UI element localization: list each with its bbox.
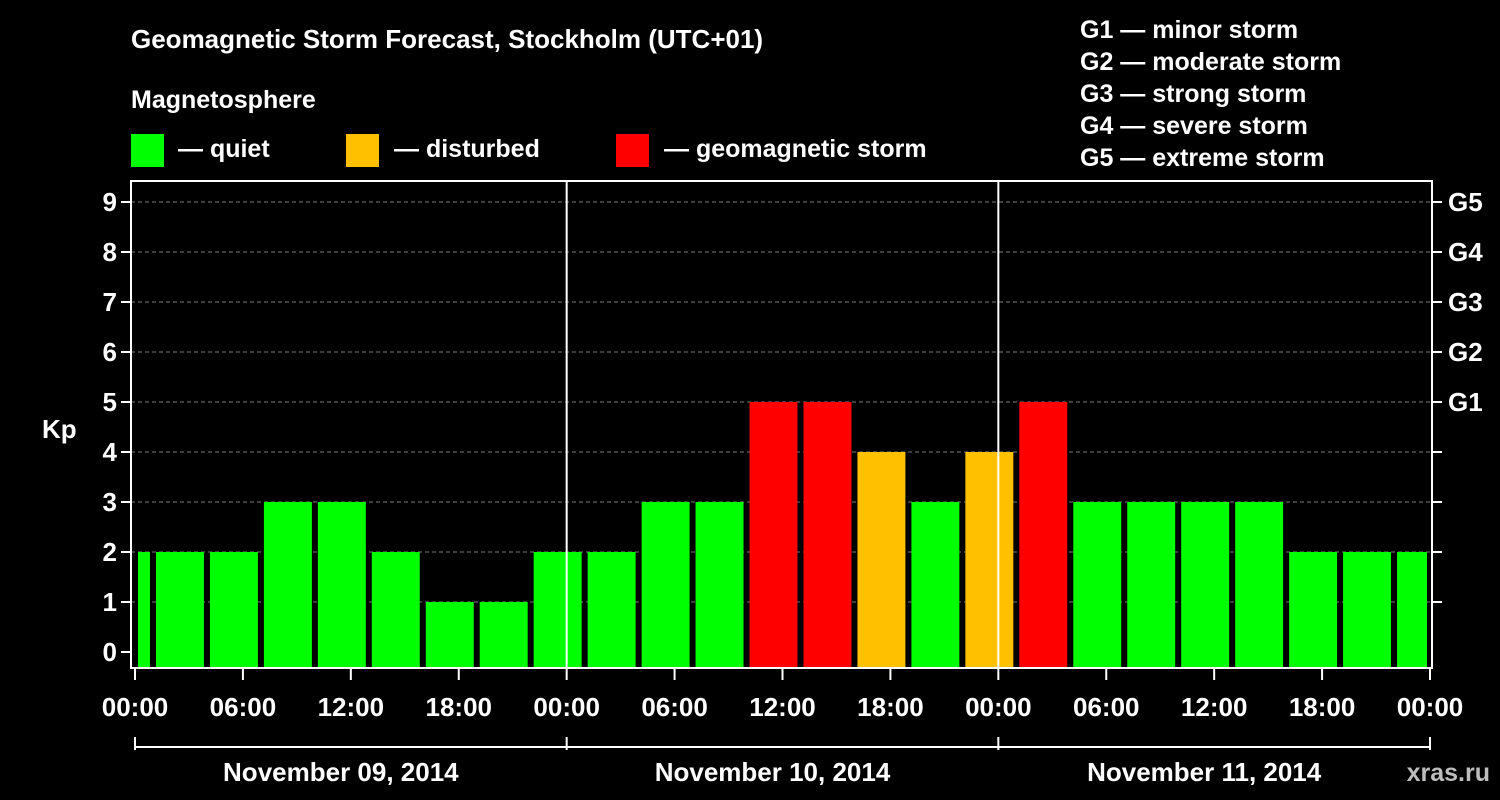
g-level-label: G5 (1448, 187, 1483, 217)
day-label: November 10, 2014 (655, 757, 891, 787)
g-scale-item: G1 — minor storm (1080, 16, 1299, 44)
g-level-label: G2 (1448, 337, 1483, 367)
x-tick-label: 18:00 (426, 692, 493, 722)
g-scale-legend: G1 — minor storm G2 — moderate storm G3 … (1080, 14, 1341, 174)
kp-bar (965, 452, 1014, 668)
g-scale-item: G4 — severe storm (1080, 112, 1308, 140)
kp-bar (1289, 552, 1338, 668)
x-tick-label: 12:00 (318, 692, 385, 722)
legend-swatch-storm (616, 134, 649, 167)
day-label: November 11, 2014 (1087, 757, 1322, 787)
kp-bar (1019, 402, 1068, 668)
legend-label-quiet: — quiet (178, 135, 270, 163)
kp-bar (803, 402, 852, 668)
kp-bar (857, 452, 906, 668)
kp-bar (209, 552, 258, 668)
y-tick-label: 7 (103, 287, 117, 317)
y-tick-label: 6 (103, 337, 117, 367)
kp-bar (1127, 502, 1176, 668)
x-tick-label: 00:00 (965, 692, 1032, 722)
x-tick-label: 12:00 (749, 692, 816, 722)
kp-bar (1343, 552, 1392, 668)
x-tick-label: 18:00 (1289, 692, 1356, 722)
x-tick-label: 06:00 (641, 692, 708, 722)
x-tick-label: 00:00 (1397, 692, 1464, 722)
chart-title: Geomagnetic Storm Forecast, Stockholm (U… (131, 24, 764, 54)
y-tick-label: 1 (103, 587, 117, 617)
kp-bar (911, 502, 960, 668)
g-scale-item: G5 — extreme storm (1080, 144, 1325, 172)
y-tick-label: 4 (103, 437, 118, 467)
kp-bar (695, 502, 744, 668)
y-tick-label: 0 (103, 637, 117, 667)
g-level-label: G4 (1448, 237, 1483, 267)
kp-bar (263, 502, 312, 668)
y-tick-label: 8 (103, 237, 117, 267)
legend-label-disturbed: — disturbed (394, 135, 540, 163)
kp-bar (155, 552, 204, 668)
g-scale-item: G3 — strong storm (1080, 80, 1307, 108)
watermark: xras.ru (1407, 759, 1490, 787)
y-axis-label: Kp (42, 414, 77, 444)
legend-label-storm: — geomagnetic storm (664, 135, 927, 163)
y-tick-label: 3 (103, 487, 117, 517)
x-tick-label: 18:00 (857, 692, 924, 722)
kp-bar (533, 552, 582, 668)
kp-bar (425, 602, 474, 668)
bars (138, 402, 1427, 668)
kp-bar (1181, 502, 1230, 668)
g-level-label: G1 (1448, 387, 1483, 417)
y-tick-label: 5 (103, 387, 117, 417)
axes: 0 1 2 3 4 5 6 7 8 9 G1 G2 G3 G4 G5 Kp 00:00 06:00 12:00 18:… (42, 187, 1483, 787)
kp-bar (317, 502, 366, 668)
legend-heading: Magnetosphere (131, 86, 316, 114)
legend-swatch-quiet (131, 134, 164, 167)
x-tick-label: 06:00 (1073, 692, 1140, 722)
legend-swatch-disturbed (346, 134, 379, 167)
y-tick-label: 2 (103, 537, 117, 567)
x-tick-label: 12:00 (1181, 692, 1248, 722)
kp-bar (587, 552, 636, 668)
kp-bar (1073, 502, 1122, 668)
y-tick-label: 9 (103, 187, 117, 217)
kp-bar (138, 552, 150, 668)
kp-bar (479, 602, 528, 668)
g-level-label: G3 (1448, 287, 1483, 317)
x-tick-label: 00:00 (533, 692, 600, 722)
kp-bar (1235, 502, 1284, 668)
kp-bar (1397, 552, 1427, 668)
x-tick-label: 06:00 (210, 692, 277, 722)
x-tick-label: 00:00 (102, 692, 169, 722)
kp-bar (749, 402, 798, 668)
g-scale-item: G2 — moderate storm (1080, 48, 1342, 76)
kp-bar (371, 552, 420, 668)
kp-bar (641, 502, 690, 668)
day-label: November 09, 2014 (223, 757, 459, 787)
